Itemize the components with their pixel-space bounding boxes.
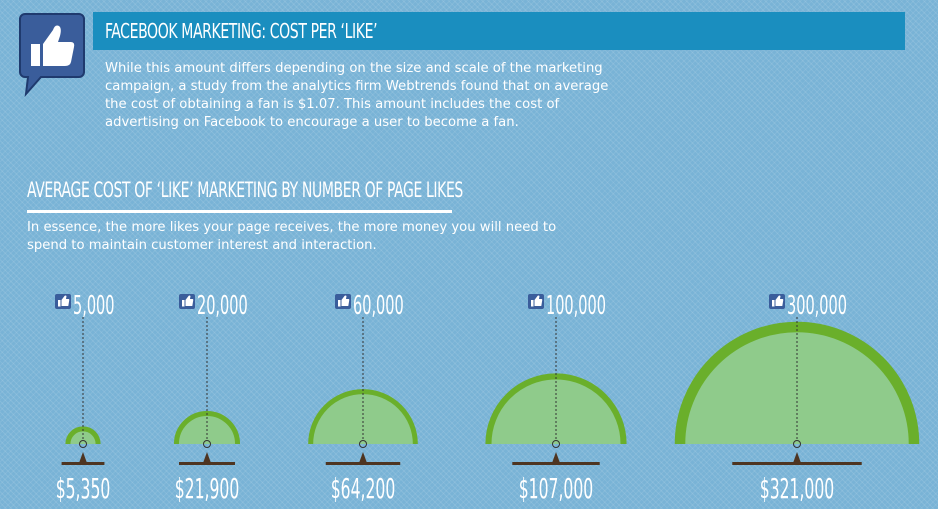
thumbs-up-icon — [55, 294, 71, 309]
likes-label-1: 20,000 — [197, 291, 248, 321]
section-text: In essence, the more likes your page rec… — [27, 220, 557, 253]
pivot-triangle-0 — [79, 452, 87, 463]
base-bar-0 — [61, 462, 105, 465]
pivot-triangle-1 — [203, 452, 211, 463]
center-marker-2 — [359, 440, 367, 448]
thumbs-up-icon — [769, 294, 785, 309]
semicircle-0 — [65, 426, 101, 445]
likes-label-0: 5,000 — [73, 291, 114, 321]
cost-label-0: $5,350 — [56, 473, 111, 505]
cost-label-1: $21,900 — [175, 473, 240, 505]
likes-label-3: 100,000 — [546, 291, 606, 321]
center-marker-3 — [552, 440, 560, 448]
section-title: AVERAGE COST OF ‘LIKE’ MARKETING BY NUMB… — [27, 178, 463, 202]
pivot-triangle-4 — [793, 452, 801, 463]
pivot-triangle-2 — [359, 452, 367, 463]
base-bar-2 — [325, 462, 401, 465]
thumbs-up-icon — [335, 294, 351, 309]
cost-label-3: $107,000 — [519, 473, 593, 505]
thumbs-up-icon — [179, 294, 195, 309]
base-bar-1 — [179, 462, 235, 465]
page-title: FACEBOOK MARKETING: COST PER ‘LIKE’ — [105, 19, 378, 43]
center-marker-1 — [203, 440, 211, 448]
center-marker-0 — [79, 440, 87, 448]
header-title-bar: FACEBOOK MARKETING: COST PER ‘LIKE’ — [93, 12, 905, 50]
section-underline — [27, 210, 452, 213]
center-marker-4 — [793, 440, 801, 448]
base-bar-3 — [512, 462, 600, 465]
cost-label-4: $321,000 — [760, 473, 834, 505]
base-bar-4 — [732, 462, 862, 465]
thumbs-up-icon — [528, 294, 544, 309]
thumbs-up-speech-bubble-icon — [19, 13, 85, 98]
likes-label-2: 60,000 — [353, 291, 404, 321]
likes-label-4: 300,000 — [787, 291, 847, 321]
intro-text: While this amount differs depending on t… — [105, 61, 609, 130]
cost-label-2: $64,200 — [331, 473, 396, 505]
pivot-triangle-3 — [552, 452, 560, 463]
